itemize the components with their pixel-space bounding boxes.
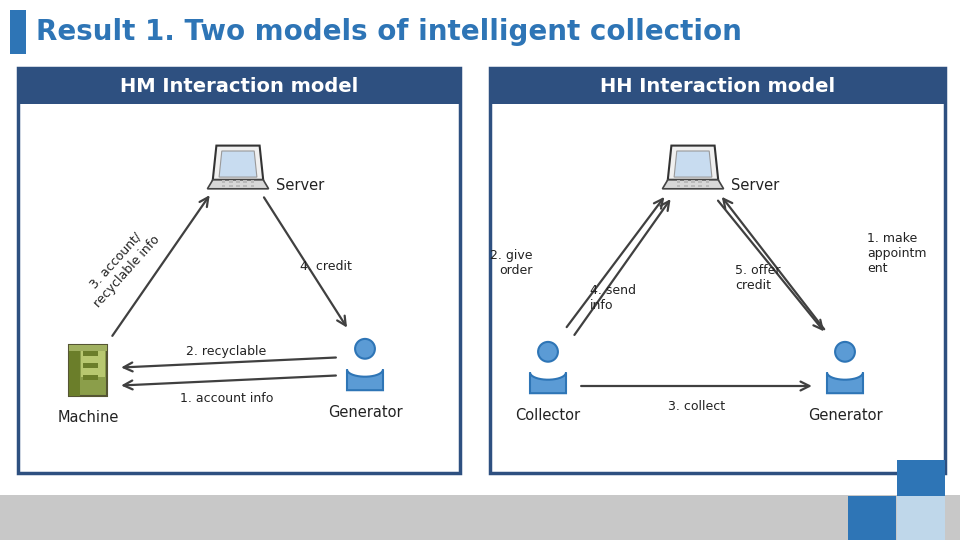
Bar (706, 180, 709, 183)
Polygon shape (530, 373, 566, 393)
Polygon shape (219, 151, 257, 177)
Text: 2. recyclable: 2. recyclable (186, 346, 267, 359)
Text: 4. credit: 4. credit (300, 260, 352, 273)
FancyBboxPatch shape (83, 352, 98, 356)
FancyBboxPatch shape (897, 460, 945, 508)
Polygon shape (674, 151, 712, 177)
Polygon shape (827, 373, 863, 393)
Bar (236, 180, 240, 183)
Bar (677, 180, 681, 183)
Bar (236, 185, 240, 187)
Text: Collector: Collector (516, 408, 581, 423)
Text: Server: Server (276, 179, 324, 193)
Text: 3. collect: 3. collect (668, 400, 725, 413)
Polygon shape (347, 369, 383, 390)
FancyBboxPatch shape (18, 68, 460, 104)
FancyBboxPatch shape (82, 346, 105, 377)
Text: Result 1. Two models of intelligent collection: Result 1. Two models of intelligent coll… (36, 18, 742, 46)
FancyBboxPatch shape (69, 345, 80, 395)
Bar (684, 185, 687, 187)
Text: Generator: Generator (807, 408, 882, 423)
FancyBboxPatch shape (848, 496, 896, 540)
Bar (706, 185, 709, 187)
FancyBboxPatch shape (18, 68, 460, 473)
Circle shape (355, 339, 375, 359)
Bar (229, 180, 232, 183)
Bar (691, 185, 695, 187)
FancyBboxPatch shape (69, 345, 107, 395)
Text: 1. make
appointm
ent: 1. make appointm ent (867, 232, 926, 274)
Text: Machine: Machine (58, 410, 119, 425)
Bar (244, 185, 247, 187)
Bar (691, 180, 695, 183)
Text: 2. give
order: 2. give order (491, 249, 533, 277)
Bar (677, 185, 681, 187)
Circle shape (539, 342, 558, 362)
FancyBboxPatch shape (0, 495, 960, 540)
Polygon shape (207, 180, 269, 189)
Bar (699, 180, 702, 183)
Text: HM Interaction model: HM Interaction model (120, 77, 358, 96)
FancyBboxPatch shape (490, 68, 945, 473)
FancyBboxPatch shape (897, 496, 945, 540)
Text: 4. send
info: 4. send info (590, 284, 636, 312)
Text: 3. account/
recyclable info: 3. account/ recyclable info (80, 222, 162, 309)
Bar (699, 185, 702, 187)
FancyBboxPatch shape (83, 363, 98, 368)
FancyBboxPatch shape (10, 10, 26, 54)
Bar (251, 180, 254, 183)
Text: Generator: Generator (327, 405, 402, 420)
Bar (684, 180, 687, 183)
Polygon shape (662, 180, 724, 189)
Circle shape (835, 342, 855, 362)
Text: 5. offer
credit: 5. offer credit (735, 264, 780, 292)
FancyBboxPatch shape (83, 375, 98, 380)
Text: 1. account info: 1. account info (180, 392, 274, 404)
Bar (251, 185, 254, 187)
Bar (229, 185, 232, 187)
Polygon shape (213, 146, 263, 180)
Bar (222, 180, 226, 183)
Bar (244, 180, 247, 183)
Text: Server: Server (731, 179, 780, 193)
Polygon shape (668, 146, 718, 180)
FancyBboxPatch shape (69, 345, 107, 352)
FancyBboxPatch shape (490, 68, 945, 104)
Bar (222, 185, 226, 187)
Text: HH Interaction model: HH Interaction model (600, 77, 835, 96)
